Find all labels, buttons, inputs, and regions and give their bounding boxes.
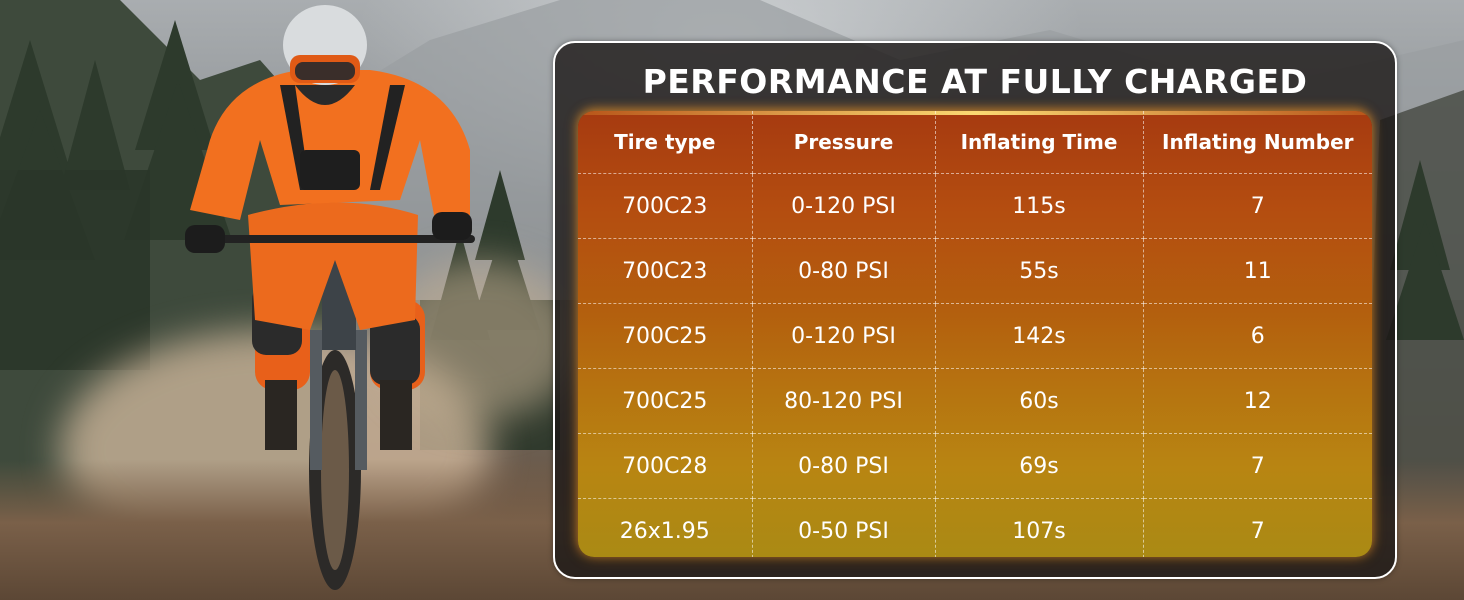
cell-inflating-number: 7 — [1250, 518, 1265, 544]
cell-pressure: 0-80 PSI — [752, 238, 936, 304]
cell-inflating-time: 142s — [935, 303, 1144, 369]
cell-pressure: 0-120 PSI — [752, 173, 936, 239]
cell-pressure: 0-120 PSI — [752, 303, 936, 369]
cell-tire-type: 700C23 — [578, 173, 753, 239]
table-row: 700C25 0-120 PSI 142s 6 — [578, 303, 1372, 369]
table-row: 700C25 80-120 PSI 60s 12 — [578, 368, 1372, 434]
cell-inflating-time: 69s — [935, 433, 1144, 499]
header-inflating-number: Inflating Number — [1143, 111, 1372, 174]
table-header-row: Tire type Pressure Inflating Time Inflat… — [578, 111, 1372, 174]
cell-tire-type: 700C23 — [578, 238, 753, 304]
performance-card: PERFORMANCE AT FULLY CHARGED Tire type P… — [553, 41, 1397, 579]
cell-inflating-number: 6 — [1143, 303, 1372, 369]
cell-pressure: 80-120 PSI — [752, 368, 936, 434]
table-row: 26x1.95 0-50 PSI 107s 7 — [578, 498, 1372, 557]
mountain-bike-rider-photo — [185, 5, 475, 590]
table-row: 700C28 0-80 PSI 69s 7 — [578, 433, 1372, 499]
header-tire-type: Tire type — [578, 111, 753, 174]
cell-tire-type: 700C25 — [578, 368, 753, 434]
performance-table: Tire type Pressure Inflating Time Inflat… — [578, 111, 1372, 557]
cell-pressure: 0-80 PSI — [752, 433, 936, 499]
header-inflating-time: Inflating Time — [935, 111, 1144, 174]
cell-tire-type: 700C28 — [578, 433, 753, 499]
cell-inflating-time: 107s — [935, 498, 1144, 557]
cell-tire-type: 700C25 — [578, 303, 753, 369]
cell-inflating-number: 7 — [1143, 173, 1372, 239]
cell-tire-type: 26x1.95 — [578, 498, 753, 557]
card-title: PERFORMANCE AT FULLY CHARGED — [642, 62, 1308, 101]
cell-inflating-time: 60s — [935, 368, 1144, 434]
performance-table-container: Tire type Pressure Inflating Time Inflat… — [578, 111, 1372, 557]
cell-inflating-number: 11 — [1143, 238, 1372, 304]
cell-inflating-time: 55s — [935, 238, 1144, 304]
cell-inflating-time: 115s — [935, 173, 1144, 239]
cell-inflating-number: 12 — [1143, 368, 1372, 434]
cell-pressure: 0-50 PSI — [752, 498, 936, 557]
table-row: 700C23 0-80 PSI 55s 11 — [578, 238, 1372, 304]
cell-inflating-number: 7 — [1143, 433, 1372, 499]
header-pressure: Pressure — [752, 111, 936, 174]
table-row: 700C23 0-120 PSI 115s 7 — [578, 173, 1372, 239]
